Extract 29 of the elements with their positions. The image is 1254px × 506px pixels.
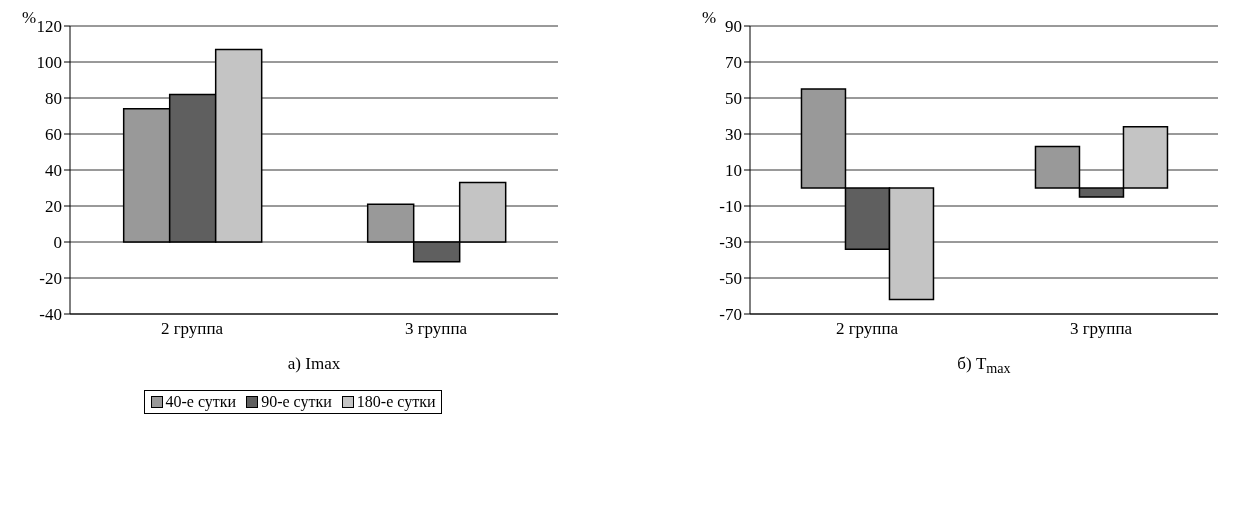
y-axis-title: %: [22, 8, 37, 28]
x-tick-label: 2 группа: [835, 319, 899, 339]
y-tick-label: 40: [45, 161, 62, 181]
legend-label: 40-е сутки: [165, 393, 237, 411]
legend-label: 180-е сутки: [356, 393, 436, 411]
y-axis-title: %: [702, 8, 717, 28]
y-tick-label: -50: [719, 269, 742, 289]
y-tick-label: -70: [719, 305, 742, 325]
x-tick-label: 3 группа: [1069, 319, 1133, 339]
y-tick-label: 120: [36, 17, 62, 37]
y-tick-label: 20: [45, 197, 62, 217]
y-tick-label: 100: [36, 53, 62, 73]
y-tick-label: 50: [725, 89, 742, 109]
y-tick-label: 0: [53, 233, 62, 253]
text: б) T$_{max}$: [957, 354, 1011, 377]
y-tick-label: 80: [45, 89, 62, 109]
y-tick-label: 90: [725, 17, 742, 37]
y-tick-label: 70: [725, 53, 742, 73]
legend-label: 90-е сутки: [261, 393, 332, 411]
x-tick-label: 2 группа: [160, 319, 224, 339]
y-tick-label: -30: [719, 233, 742, 253]
y-tick-label: 60: [45, 125, 62, 145]
x-tick-label: 3 группа: [404, 319, 468, 339]
y-tick-label: 10: [725, 161, 742, 181]
y-tick-label: -40: [39, 305, 62, 325]
y-tick-label: -20: [39, 269, 62, 289]
y-tick-label: 30: [725, 125, 742, 145]
y-tick-label: -10: [719, 197, 742, 217]
text: а) Imax: [287, 354, 341, 373]
